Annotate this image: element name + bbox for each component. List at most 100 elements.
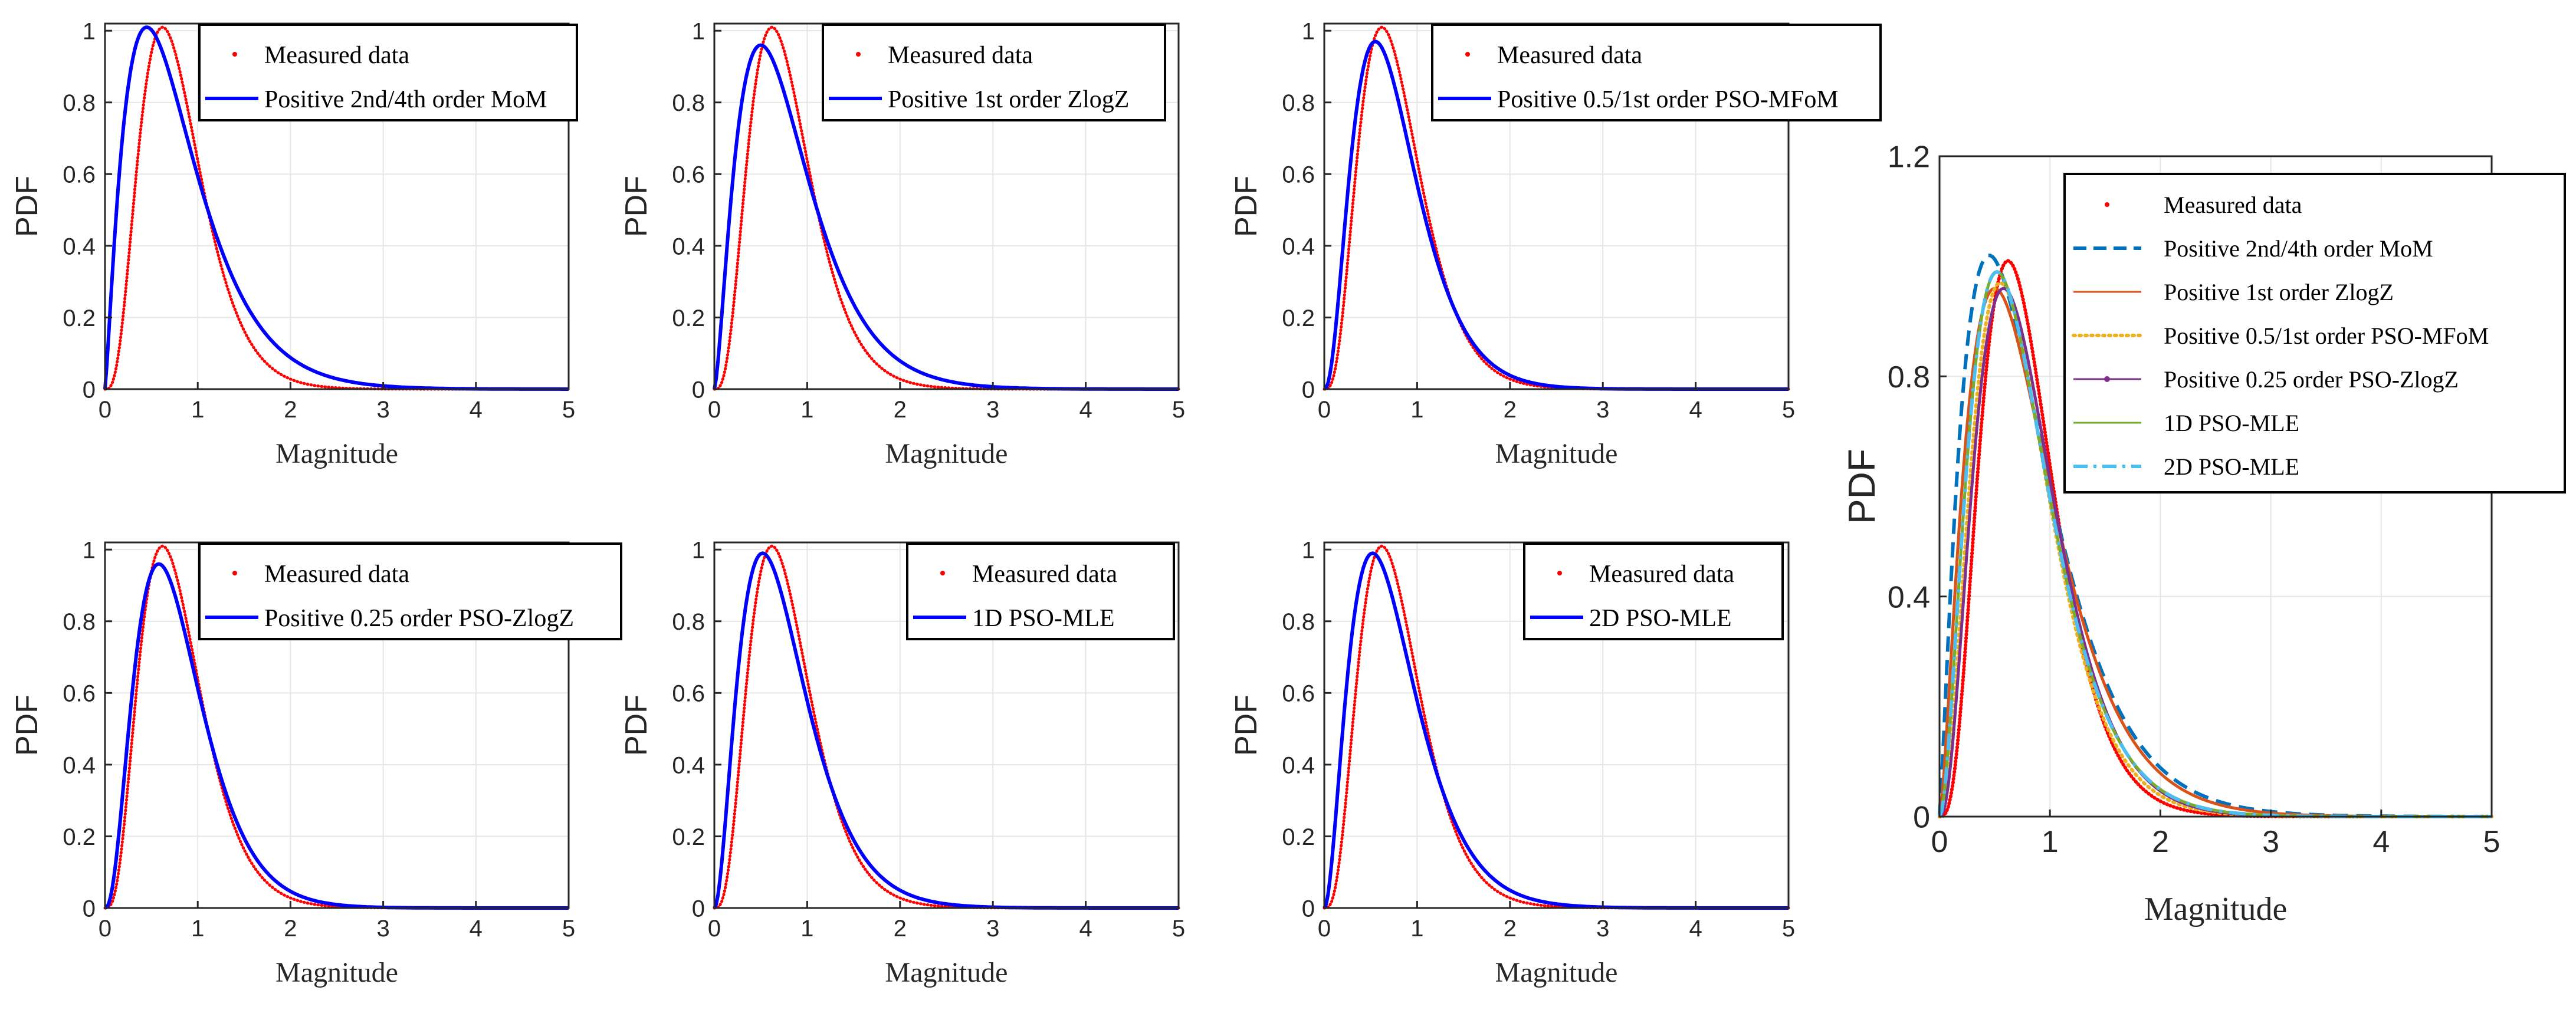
legend-label: Measured data [972,561,1117,588]
legend: Measured data Positive 0.25 order PSO-Zlo… [198,542,622,640]
y-tick-label: 1 [83,19,96,45]
x-tick-label: 5 [1172,916,1185,942]
y-tick-label: 0.4 [1888,580,1930,614]
x-tick-label: 0 [99,916,111,942]
legend-box [906,542,1175,640]
x-tick-label: 1 [1410,916,1423,942]
x-axis-label: Magnitude [275,957,398,988]
panel-bottom-right: 0 1 2 3 4 5 0 0.2 0.4 0.6 0.8 1 Magnitude PDF Measured… [1229,538,1795,988]
y-tick-label: 0.8 [672,609,705,635]
legend-marker-measured [232,52,237,57]
y-tick-label: 0.8 [63,90,96,116]
legend: Measured data Positive 2nd/4th order MoM P… [2063,173,2566,494]
legend-box [198,542,622,640]
x-tick-label: 2 [284,916,297,942]
x-tick-label: 3 [376,397,389,423]
y-tick-label: 1.2 [1888,140,1930,175]
legend-marker-measured [856,52,861,57]
panel-bottom-middle: 0 1 2 3 4 5 0 0.2 0.4 0.6 0.8 1 Magnitude PDF Measured… [619,538,1185,988]
panel-top-right: 0 1 2 3 4 5 0 0.2 0.4 0.6 0.8 1 Magnitude PDF Measured… [1229,19,1882,469]
legend: Measured data Positive 2nd/4th order MoM [198,24,578,121]
x-axis-label: Magnitude [1495,957,1618,988]
legend-label: Measured data [264,42,409,69]
x-tick-label: 1 [2042,825,2059,859]
x-axis-label: Magnitude [275,438,398,469]
x-tick-label: 0 [708,916,721,942]
y-tick-label: 1 [83,538,96,564]
x-tick-label: 4 [1689,397,1702,423]
y-tick-label: 0.2 [1282,305,1315,331]
y-tick-label: 0.8 [1282,90,1315,116]
x-tick-label: 2 [1504,397,1517,423]
x-tick-label: 1 [1410,397,1423,423]
panel-combined: 0 1 2 3 4 5 0 0.4 0.8 1.2 Magnitude PDF Measured dat… [1840,140,2566,927]
legend-marker-measured [232,571,237,575]
y-tick-label: 0.8 [1282,609,1315,635]
legend: Measured data 1D PSO-MLE [906,542,1175,640]
y-tick-label: 0.6 [63,162,96,188]
y-axis-label: PDF [10,176,44,237]
x-tick-label: 4 [1079,916,1092,942]
x-tick-label: 3 [986,916,999,942]
x-tick-label: 0 [1318,916,1331,942]
y-axis-label: PDF [619,176,654,237]
legend: Measured data Positive 1st order ZlogZ [822,24,1166,121]
x-tick-label: 2 [894,916,907,942]
x-tick-label: 0 [99,397,111,423]
x-tick-label: 1 [191,397,204,423]
y-tick-label: 0.6 [63,681,96,707]
x-tick-label: 1 [800,397,813,423]
x-tick-label: 2 [284,397,297,423]
x-tick-label: 3 [2262,825,2279,859]
y-tick-label: 0.2 [63,824,96,850]
y-tick-label: 0.2 [672,305,705,331]
x-tick-label: 4 [1689,916,1702,942]
legend-marker-measured [1465,52,1470,57]
y-tick-label: 1 [692,19,705,45]
y-tick-label: 0.8 [1888,360,1930,394]
y-axis-label: PDF [10,695,44,756]
y-tick-label: 0.2 [63,305,96,331]
y-tick-label: 0.4 [63,233,96,259]
legend-box [822,24,1166,121]
y-tick-label: 0 [1913,801,1930,835]
y-tick-label: 0.6 [1282,681,1315,707]
y-axis-label: PDF [1229,176,1264,237]
x-axis-label: Magnitude [885,438,1008,469]
legend-box [2063,173,2566,494]
legend-label: Positive 1st order ZlogZ [2164,279,2394,305]
legend: Measured data 2D PSO-MLE [1523,542,1784,640]
x-tick-label: 5 [1782,397,1795,423]
y-tick-label: 1 [692,538,705,564]
x-tick-label: 0 [1318,397,1331,423]
y-tick-label: 0.4 [672,233,705,259]
legend-label: Positive 2nd/4th order MoM [2164,235,2433,262]
x-tick-label: 5 [1172,397,1185,423]
x-tick-label: 3 [1596,397,1609,423]
legend-marker-measured [1557,571,1562,575]
y-tick-label: 0.4 [63,752,96,778]
legend-label: Measured data [1497,42,1642,69]
legend-label: Measured data [1589,561,1734,588]
y-tick-label: 0 [83,377,96,403]
y-tick-label: 0.6 [1282,162,1315,188]
x-tick-label: 2 [1504,916,1517,942]
legend-label: Measured data [888,42,1033,69]
y-tick-label: 1 [1302,538,1315,564]
x-axis-label: Magnitude [2144,891,2288,927]
x-tick-label: 4 [470,916,483,942]
y-axis-label: PDF [619,695,654,756]
legend-label: Positive 0.25 order PSO-ZlogZ [264,605,574,632]
panel-top-left: 0 1 2 3 4 5 0 0.2 0.4 0.6 0.8 1 Magnitude PDF Measured… [10,19,578,469]
x-tick-label: 4 [470,397,483,423]
y-tick-label: 0.6 [672,162,705,188]
legend-label: Positive 0.5/1st order PSO-MFoM [1497,86,1839,113]
panel-top-middle: 0 1 2 3 4 5 0 0.2 0.4 0.6 0.8 1 Magnitude PDF Measured… [619,19,1185,469]
x-axis-label: Magnitude [1495,438,1618,469]
legend-marker [2104,376,2110,382]
x-axis-label: Magnitude [885,957,1008,988]
y-tick-label: 0 [1302,377,1315,403]
y-tick-label: 0 [692,896,705,922]
y-tick-label: 0.6 [672,681,705,707]
legend-label: Measured data [2164,192,2302,218]
